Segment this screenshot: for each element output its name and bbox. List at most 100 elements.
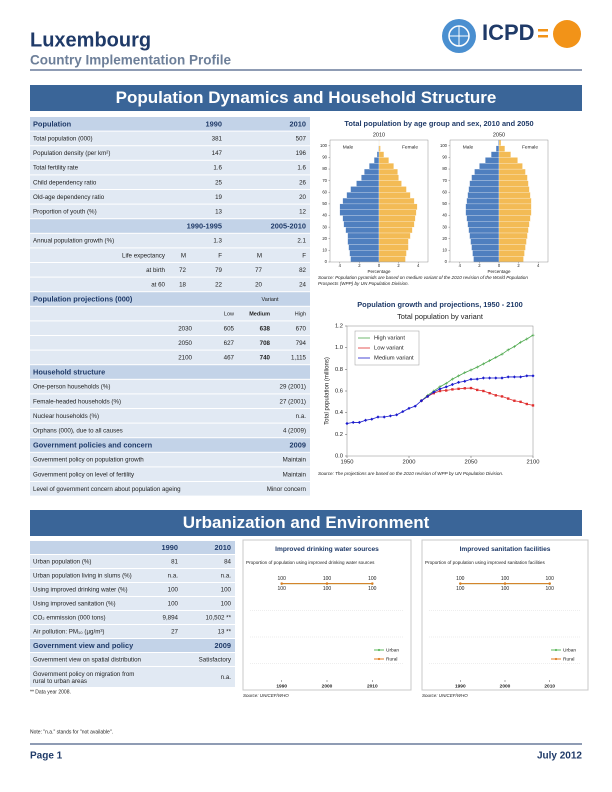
marker — [469, 386, 473, 390]
marker — [519, 400, 522, 404]
cell: 507 — [296, 136, 307, 143]
marker — [513, 399, 516, 402]
cell: 22 — [215, 282, 222, 289]
pyramid-bar — [469, 232, 500, 239]
x-axis-label: Percentage — [487, 269, 511, 274]
table-row — [30, 653, 235, 666]
pyramid-bar — [378, 227, 413, 234]
pyramid-bar — [498, 192, 531, 199]
y-tick-label: 90 — [442, 155, 447, 160]
row-label: 2050 — [178, 340, 192, 347]
table-row — [30, 277, 310, 292]
pyramid-bar — [378, 221, 415, 228]
source: Source: UNICEF/WHO — [243, 693, 289, 698]
cell: 20 — [299, 194, 306, 201]
pyramid-bar — [343, 221, 380, 228]
table-heading: Government view and policy — [33, 641, 134, 650]
cell: 81 — [171, 559, 178, 566]
pyramid-bar — [474, 168, 500, 175]
table-header-row — [30, 117, 310, 131]
legend-label: Male — [463, 144, 474, 150]
table-row — [30, 409, 310, 423]
data-label: 100 — [368, 576, 377, 582]
pyramid-bar — [378, 244, 409, 251]
pyramid-bar — [347, 232, 380, 239]
cell: 147 — [212, 150, 223, 157]
y-tick-label: 10 — [322, 247, 327, 252]
marker — [445, 389, 448, 392]
table-row — [30, 263, 310, 277]
table-row — [30, 423, 310, 438]
marker — [345, 421, 349, 426]
cell: 13 — [215, 209, 222, 216]
marker — [426, 394, 430, 399]
data-label: 100 — [501, 576, 510, 582]
marker — [494, 376, 498, 380]
marker — [388, 414, 392, 418]
y-tick-label: 30 — [442, 224, 447, 229]
marker — [500, 395, 504, 398]
note: Note: "n.a." stands for "not available". — [30, 729, 113, 735]
table-row — [30, 146, 310, 160]
chart-subtitle: Proportion of population using improved … — [425, 560, 545, 565]
cell: n.a. — [296, 413, 307, 420]
row-label: Using improved sanitation (%) — [33, 601, 116, 608]
pyramid-bar — [373, 157, 380, 164]
pyramid-bar — [378, 256, 406, 263]
marker — [376, 415, 380, 419]
pyramid-bar — [345, 227, 380, 234]
pyramid-bar — [342, 197, 380, 205]
column-header: Low — [224, 312, 234, 318]
y-tick-label: 0.8 — [335, 367, 343, 373]
un-emblem — [442, 19, 476, 53]
column-header: 1990-1995 — [187, 221, 222, 230]
marker — [488, 359, 492, 363]
y-tick-label: 40 — [442, 213, 447, 218]
marker — [457, 374, 461, 378]
pyramid-bar — [378, 209, 417, 216]
page-number: Page 1 — [30, 751, 63, 762]
pyramid-bar — [498, 163, 523, 170]
pyramid-bar — [498, 244, 526, 251]
marker — [469, 368, 473, 372]
cell: 794 — [296, 340, 307, 347]
cell: 100 — [168, 587, 179, 594]
marker — [531, 333, 535, 337]
footnote: ** Data year 2008. — [30, 689, 71, 695]
pyramid-bar — [471, 244, 500, 251]
marker — [494, 355, 498, 359]
pyramid-bar — [479, 163, 500, 170]
pyramid-bar — [467, 221, 500, 228]
marker — [395, 413, 399, 417]
cell: 25 — [215, 179, 222, 186]
pyramid-bar — [378, 232, 411, 239]
pyramid-bar — [369, 163, 380, 170]
table-row — [30, 175, 310, 189]
row-label: Air pollution: PM₁₀ (µg/m³) — [33, 629, 105, 636]
row-label: Nuclear households (%) — [33, 413, 99, 420]
subtitle: Country Implementation Profile — [30, 53, 232, 68]
pyramid-bar — [466, 197, 500, 205]
pyramid-bar — [339, 203, 380, 210]
table-row — [30, 160, 310, 175]
data-label: 100 — [368, 586, 377, 592]
y-tick-label: 30 — [322, 224, 327, 229]
source: Source: Population pyramids are based on… — [318, 275, 529, 286]
pyramid-bar — [467, 192, 500, 199]
pyramid-bar — [378, 180, 402, 187]
cell: 100 — [221, 587, 232, 594]
legend-label: High variant — [374, 336, 405, 342]
table-header-row — [30, 639, 235, 652]
cell: 24 — [299, 282, 306, 289]
marker — [481, 362, 485, 366]
marker — [457, 380, 461, 384]
chart-frame — [421, 539, 589, 691]
column-header: 2010 — [215, 543, 231, 552]
x-tick-label: 2 — [478, 263, 481, 268]
pyramid-bar — [498, 250, 525, 257]
cell: Satisfactory — [199, 657, 232, 664]
marker — [438, 389, 442, 393]
row-label: Government view on spatial distribution — [33, 657, 142, 664]
source: Source: The projections are based on the… — [318, 471, 503, 476]
pyramid-bar — [498, 180, 529, 187]
